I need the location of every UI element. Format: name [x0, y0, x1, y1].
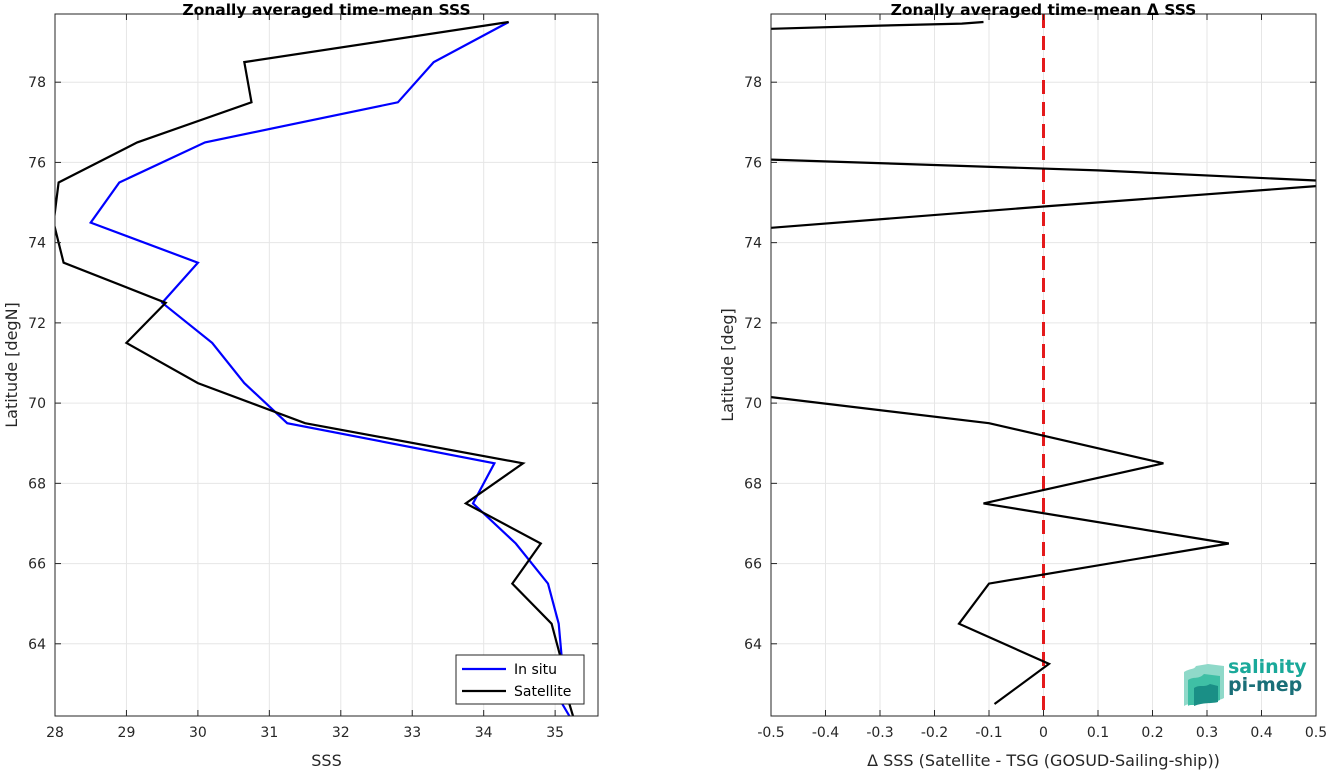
legend: In situ Satellite	[455, 654, 585, 705]
left-chart-panel: 28 29 30 31 32 33 34 35 64 66 68 70 72 74 76 78 Zonally …	[2, 1, 599, 770]
y-tick-label: 66	[744, 557, 762, 573]
x-tick-label: -0.2	[921, 725, 948, 741]
y-axis-label: Latitude [deg]	[718, 308, 737, 422]
legend-box	[455, 654, 585, 705]
chart-title: Zonally averaged time-mean Δ SSS	[891, 1, 1197, 19]
delta-sss-series-line	[771, 185, 1316, 229]
logo-text: salinity pi-mep	[1228, 656, 1307, 696]
y-tick-label: 74	[28, 236, 46, 252]
x-tick-label: 0.3	[1196, 725, 1218, 741]
x-tick-label: 0.5	[1305, 725, 1327, 741]
x-tick-label: 0.2	[1141, 725, 1163, 741]
x-tick-label: 29	[118, 725, 136, 741]
axes-box	[54, 13, 599, 717]
y-tick-label: 76	[744, 155, 762, 171]
x-tick-label: 35	[546, 725, 564, 741]
salinity-pi-mep-logo-icon	[1184, 664, 1224, 706]
y-tick-label: 74	[744, 236, 762, 252]
logo-line1: salinity	[1228, 656, 1307, 678]
chart-title: Zonally averaged time-mean SSS	[182, 1, 470, 19]
y-tick-label: 66	[28, 557, 46, 573]
y-axis-label: Latitude [degN]	[2, 302, 21, 428]
legend-label: Satellite	[514, 684, 571, 700]
x-tick-label: 34	[475, 725, 493, 741]
x-tick-label: -0.3	[866, 725, 893, 741]
satellite-series-line	[55, 20, 575, 716]
y-tick-label: 68	[28, 476, 46, 492]
x-tick-label: 33	[403, 725, 421, 741]
delta-sss-series-line	[771, 158, 1316, 182]
y-tick-label: 70	[744, 396, 762, 412]
delta-sss-series-line	[771, 396, 1229, 705]
x-tick-label: 30	[189, 725, 207, 741]
delta-sss-series-line	[771, 20, 984, 30]
y-tick-label: 68	[744, 476, 762, 492]
x-tick-label: -0.4	[812, 725, 839, 741]
right-chart-panel: -0.5 -0.4 -0.3 -0.2 -0.1 0 0.1 0.2 0.3 0.4 0.5 64 66…	[718, 1, 1327, 770]
x-tick-label: 0	[1039, 725, 1048, 741]
x-tick-label: 0.4	[1250, 725, 1272, 741]
legend-label: In situ	[514, 662, 557, 678]
y-tick-label: 72	[744, 316, 762, 332]
x-tick-label: 28	[46, 725, 64, 741]
x-axis-label: SSS	[311, 751, 341, 770]
y-tick-label: 72	[28, 316, 46, 332]
y-tick-label: 78	[744, 75, 762, 91]
x-tick-label: 0.1	[1087, 725, 1109, 741]
x-tick-label: -0.5	[757, 725, 784, 741]
logo-line2: pi-mep	[1228, 674, 1303, 696]
plot-area	[771, 20, 1316, 705]
in-situ-series-line	[88, 21, 571, 716]
x-tick-label: 31	[260, 725, 278, 741]
y-tick-label: 64	[744, 637, 762, 653]
x-axis-label: Δ SSS (Satellite - TSG (GOSUD-Sailing-sh…	[867, 751, 1220, 770]
x-tick-label: -0.1	[975, 725, 1002, 741]
plot-area	[55, 20, 575, 716]
y-tick-label: 78	[28, 75, 46, 91]
y-tick-label: 70	[28, 396, 46, 412]
y-tick-label: 76	[28, 155, 46, 171]
x-tick-label: 32	[332, 725, 350, 741]
y-tick-label: 64	[28, 637, 46, 653]
